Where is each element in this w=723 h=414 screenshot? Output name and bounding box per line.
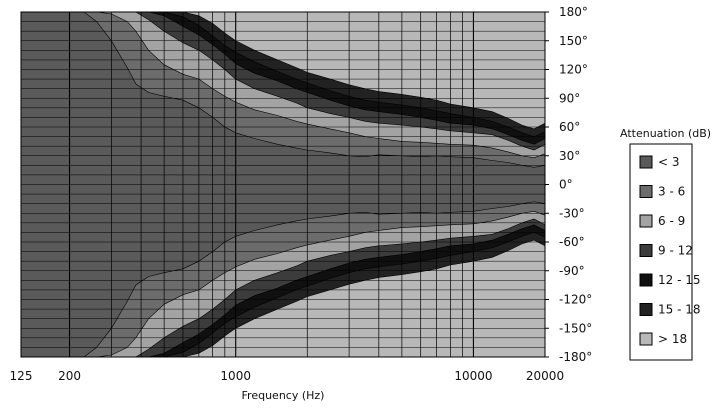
y-tick-label: -120° (559, 293, 592, 307)
legend-label: 15 - 18 (658, 303, 701, 317)
legend-swatch (639, 273, 653, 287)
legend-label: < 3 (658, 155, 680, 169)
y-tick-label: 150° (559, 34, 588, 48)
y-tick-label: 120° (559, 63, 588, 77)
x-tick-label: 1000 (220, 369, 251, 383)
y-tick-label: -150° (559, 321, 592, 335)
legend-label: 12 - 15 (658, 273, 701, 287)
x-tick-label: 125 (10, 369, 33, 383)
legend-items: < 3 3 - 6 6 - 9 9 - 12 12 - 15 15 - 18 > 18 (639, 155, 701, 346)
legend-swatch (639, 155, 653, 169)
legend-label: > 18 (658, 332, 687, 346)
y-tick-label: -180° (559, 350, 592, 364)
plot-area (20, 11, 546, 358)
y-axis-ticks: 180° 150° 120° 90° 60° 30° 0° -30° -60° -90° -120°… (545, 5, 592, 364)
legend-swatch (639, 303, 653, 316)
legend: Attenuation (dB) < 3 3 - 6 6 - 9 9 - 12 12 -… (620, 127, 711, 361)
y-tick-label: 180° (559, 5, 588, 19)
legend-title: Attenuation (dB) (620, 127, 711, 140)
y-tick-label: 30° (559, 149, 580, 163)
y-tick-label: -30° (559, 206, 585, 220)
x-tick-label: 10000 (454, 369, 492, 383)
y-tick-label: -90° (559, 264, 585, 278)
legend-swatch (639, 185, 653, 198)
x-axis-ticks: 125 200 1000 10000 20000 (10, 369, 565, 383)
x-axis-label: Frequency (Hz) (242, 389, 325, 402)
legend-swatch (639, 244, 653, 257)
y-tick-label: -60° (559, 235, 585, 249)
x-tick-label: 20000 (526, 369, 564, 383)
legend-swatch (639, 332, 653, 346)
x-tick-label: 200 (58, 369, 81, 383)
y-tick-label: 90° (559, 91, 580, 105)
legend-label: 3 - 6 (658, 185, 685, 199)
legend-label: 6 - 9 (658, 214, 685, 228)
y-tick-label: 60° (559, 120, 580, 134)
y-tick-label: 0° (559, 178, 573, 192)
legend-label: 9 - 12 (658, 244, 693, 258)
legend-swatch (639, 214, 653, 228)
